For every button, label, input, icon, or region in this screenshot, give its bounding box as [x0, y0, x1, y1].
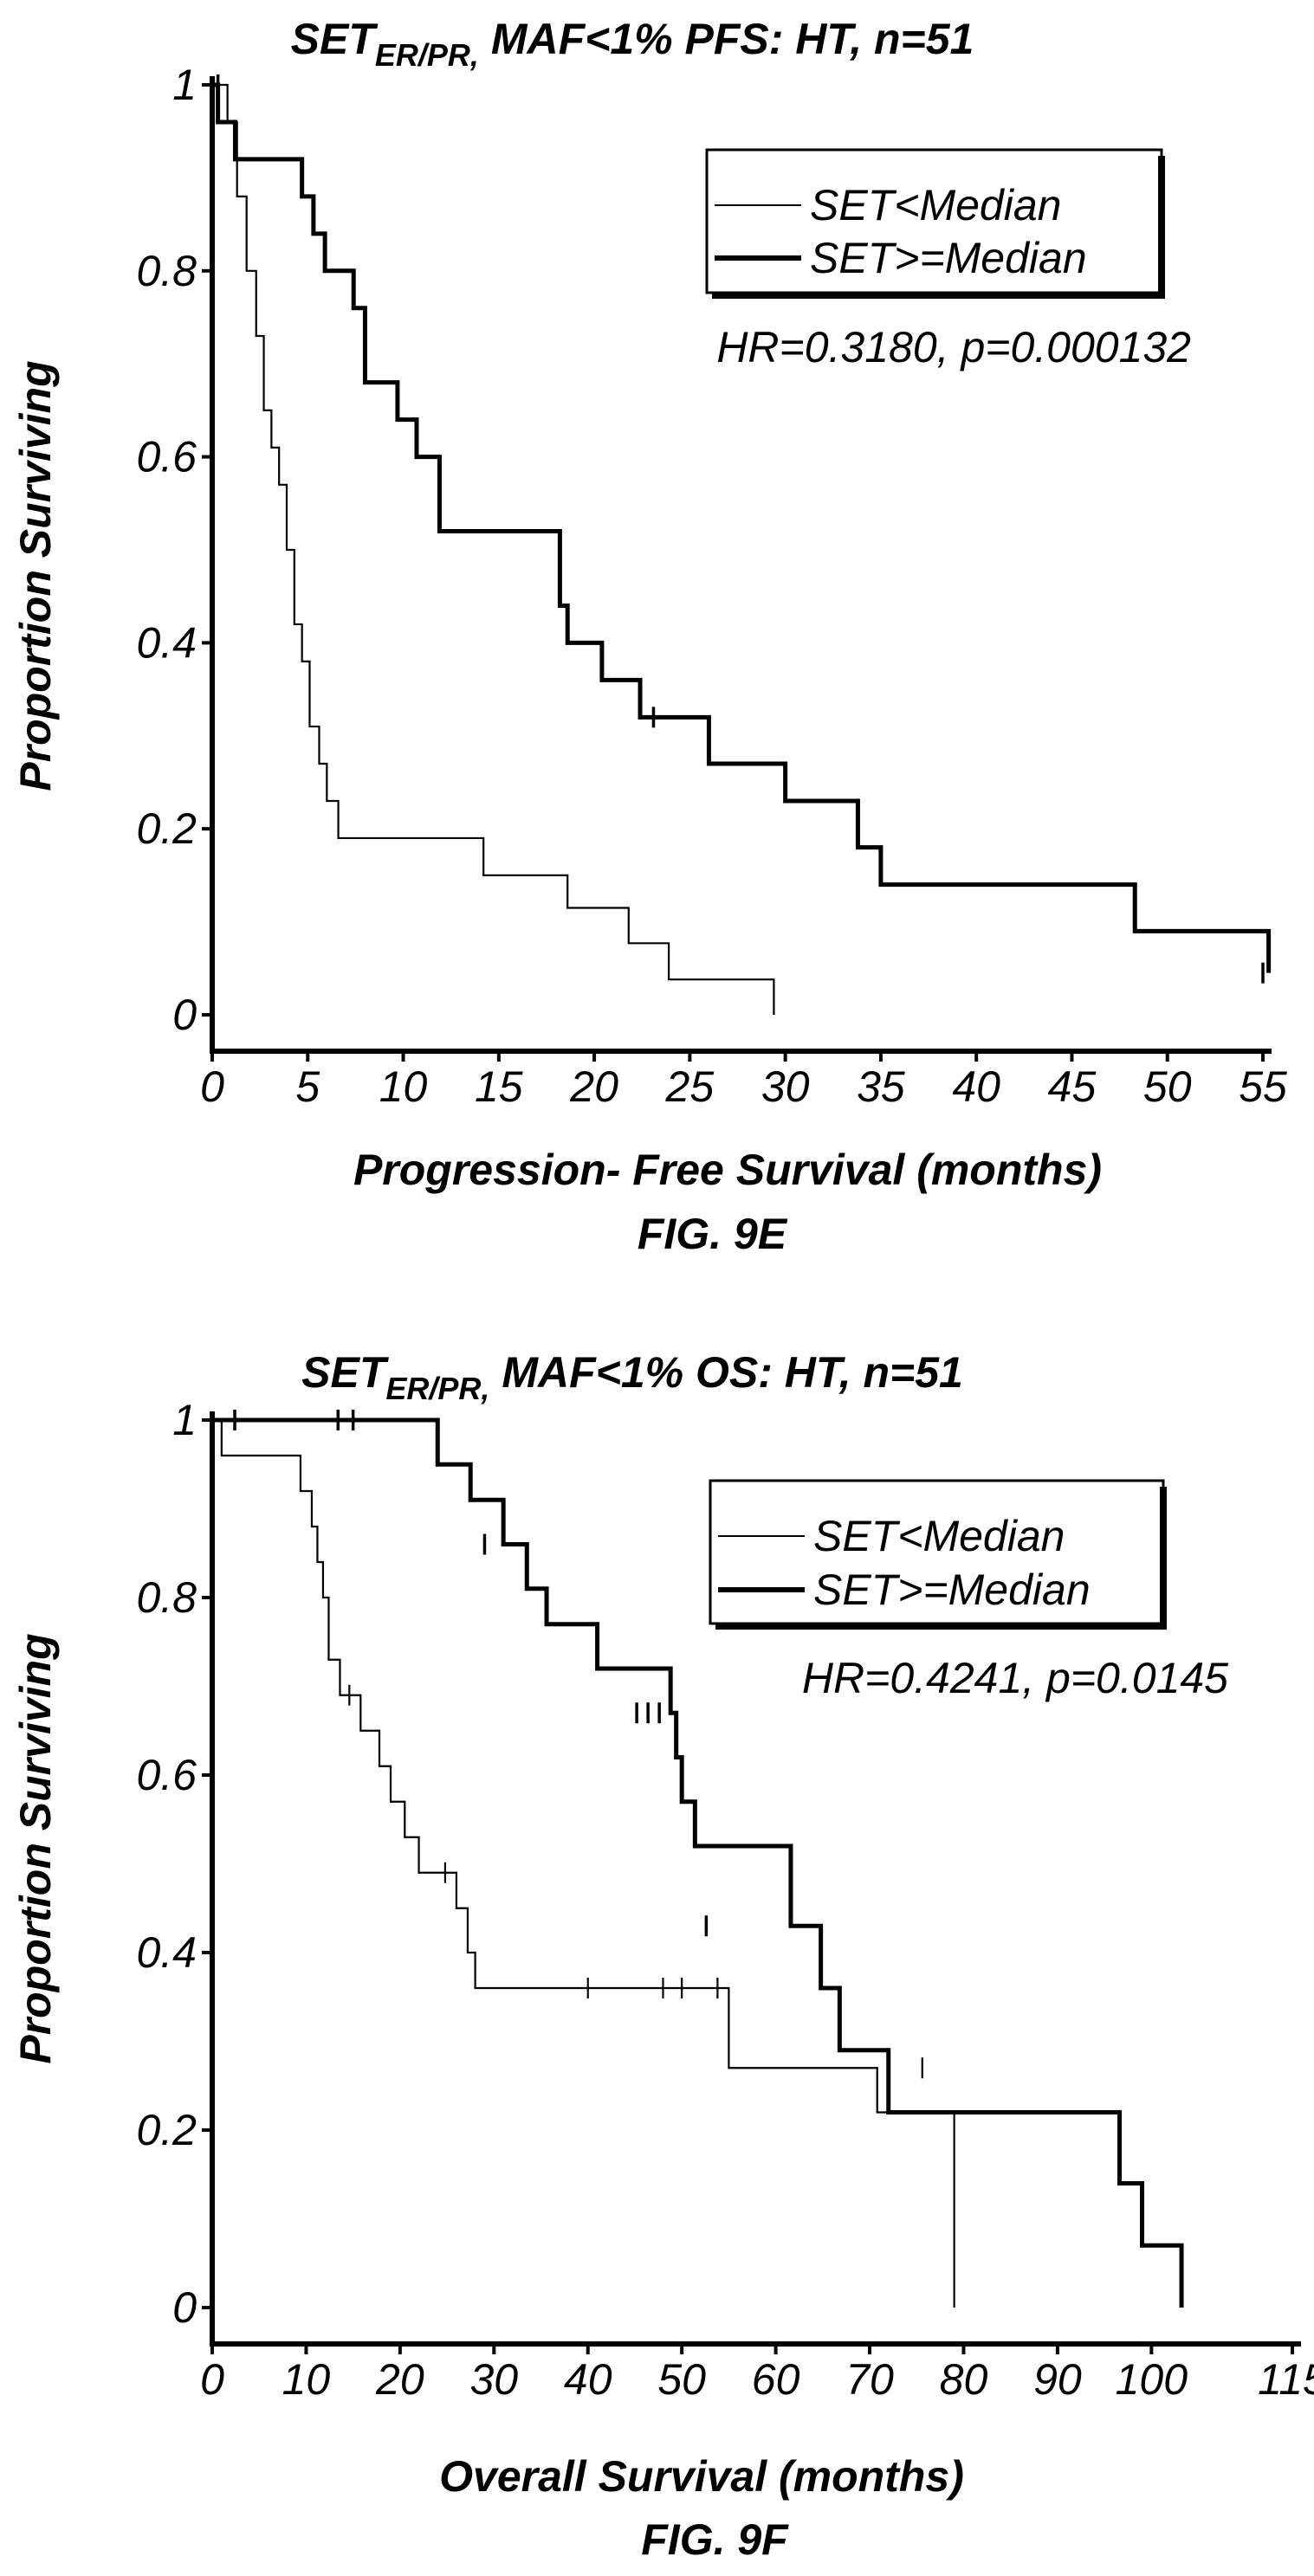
axes	[210, 76, 1272, 1054]
x-tick-label: 45	[1048, 1062, 1097, 1111]
y-tick-label: 0.6	[136, 1751, 197, 1799]
x-axis-label: Progression- Free Survival (months)	[353, 1146, 1102, 1194]
y-tick-label: 1	[172, 61, 197, 109]
x-ticks: 0 5 10 15 20 25 30 35 40 45 50 55	[200, 1051, 1287, 1111]
curve-below-median	[212, 83, 775, 1015]
x-ticks: 0 10 20 30 40 50 60 70 80 90 100 115	[200, 2344, 1314, 2404]
y-ticks: 0 0.2 0.4 0.6 0.8 1	[136, 1396, 212, 2332]
title-main: SET	[291, 15, 379, 63]
x-tick-label: 0	[200, 2355, 224, 2404]
legend-label-above-median: SET>=Median	[813, 1566, 1091, 1614]
x-tick-label: 40	[564, 2355, 612, 2404]
chart-panel-9f: SETER/PR, MAF<1% OS: HT, n=51 Proportion…	[11, 1348, 1314, 2564]
legend: SET<Median SET>=Median	[709, 1479, 1167, 1630]
x-tick-label: 100	[1116, 2355, 1188, 2404]
chart-title: SETER/PR, MAF<1% PFS: HT, n=51	[291, 15, 974, 73]
x-tick-label: 35	[857, 1062, 905, 1111]
legend-box	[705, 148, 1163, 294]
chart-title: SETER/PR, MAF<1% OS: HT, n=51	[301, 1348, 963, 1406]
x-tick-label: 50	[657, 2355, 706, 2404]
x-tick-label: 0	[200, 1062, 224, 1111]
curve-above-median	[212, 1417, 1184, 2308]
y-tick-label: 0.6	[136, 433, 197, 481]
legend: SET<Median SET>=Median	[705, 148, 1165, 299]
hazard-ratio-annotation: HR=0.4241, p=0.0145	[802, 1654, 1228, 1702]
title-rest: MAF<1% PFS: HT, n=51	[479, 15, 974, 63]
legend-label-above-median: SET>=Median	[810, 234, 1087, 282]
y-tick-label: 0.2	[136, 2106, 197, 2154]
x-tick-label: 20	[375, 2355, 424, 2404]
x-tick-label: 70	[845, 2355, 894, 2404]
survival-curves	[212, 74, 1272, 1015]
y-tick-label: 0.8	[136, 247, 197, 295]
x-tick-label: 50	[1143, 1062, 1192, 1111]
y-tick-label: 0	[172, 2283, 197, 2332]
y-tick-label: 0.2	[136, 804, 197, 853]
curve-above-median	[212, 82, 1272, 973]
x-tick-label: 40	[952, 1062, 1000, 1111]
figure-label: FIG. 9F	[641, 2515, 789, 2564]
hazard-ratio-annotation: HR=0.3180, p=0.000132	[716, 323, 1191, 371]
x-tick-label: 30	[469, 2355, 518, 2404]
x-tick-label: 10	[282, 2355, 331, 2404]
axes	[210, 1411, 1301, 2347]
x-tick-label: 90	[1033, 2355, 1082, 2404]
title-subscript: ER/PR,	[375, 37, 479, 73]
x-tick-label: 115	[1258, 2355, 1314, 2404]
x-tick-label: 60	[752, 2355, 800, 2404]
x-tick-label: 20	[569, 1062, 618, 1111]
x-tick-label: 15	[475, 1062, 523, 1111]
figure-label: FIG. 9E	[638, 1210, 788, 1258]
y-tick-label: 0	[172, 991, 197, 1039]
y-tick-label: 0.8	[136, 1573, 197, 1622]
survival-curves	[212, 1410, 1184, 2308]
x-tick-label: 55	[1239, 1062, 1287, 1111]
x-tick-label: 5	[295, 1062, 320, 1111]
y-ticks: 0 0.2 0.4 0.6 0.8 1	[136, 61, 212, 1039]
legend-label-below-median: SET<Median	[813, 1512, 1065, 1560]
x-tick-label: 30	[761, 1062, 810, 1111]
y-tick-label: 0.4	[136, 618, 197, 667]
title-rest: MAF<1% OS: HT, n=51	[489, 1348, 962, 1397]
y-tick-label: 1	[172, 1396, 197, 1444]
title-subscript: ER/PR,	[385, 1371, 489, 1406]
y-axis-label: Proportion Surviving	[11, 360, 60, 791]
x-axis-label: Overall Survival (months)	[439, 2452, 964, 2501]
x-tick-label: 25	[665, 1062, 715, 1111]
x-tick-label: 10	[379, 1062, 428, 1111]
y-tick-label: 0.4	[136, 1928, 197, 1977]
curve-below-median	[212, 1418, 955, 2308]
legend-label-below-median: SET<Median	[810, 181, 1061, 229]
x-tick-label: 80	[940, 2355, 988, 2404]
chart-panel-9e: SETER/PR, MAF<1% PFS: HT, n=51 Proportio…	[11, 15, 1287, 1258]
title-main: SET	[301, 1348, 390, 1397]
y-axis-label: Proportion Surviving	[11, 1633, 60, 2063]
